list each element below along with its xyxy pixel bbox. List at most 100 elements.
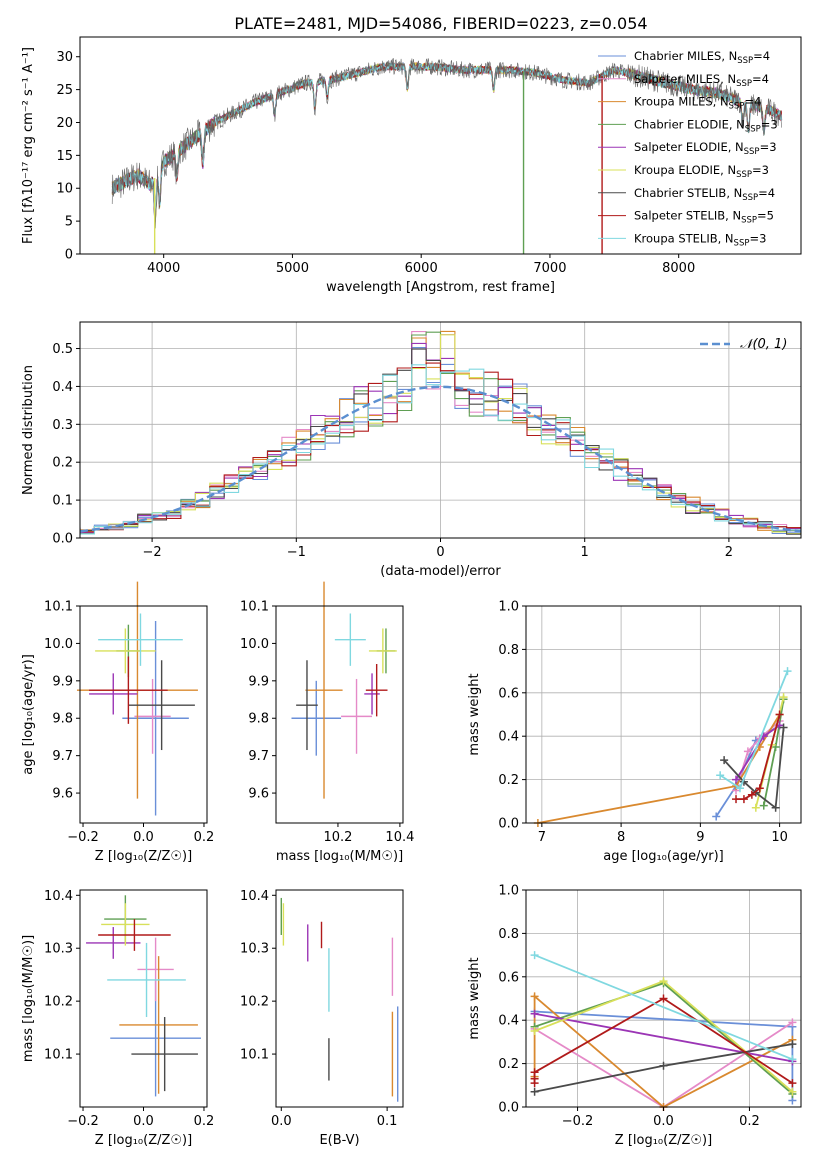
mass-weight-line <box>534 954 793 1061</box>
mass-weight-marker <box>759 801 768 810</box>
legend-label-subscript: SSP <box>737 56 753 66</box>
y-tick-label: 0 <box>65 248 73 263</box>
y-axis-label: Flux [fλ10⁻¹⁷ erg cm⁻² s⁻¹ A⁻¹] <box>21 47 36 244</box>
legend-label-count: =4 <box>753 49 770 63</box>
y-tick-label: 9.6 <box>52 787 73 802</box>
mass-weight-marker <box>788 1040 797 1049</box>
x-axis-label: Z [log₁₀(Z/Z☉)] <box>95 1133 192 1148</box>
legend-label-count: =4 <box>758 186 775 200</box>
legend-label-subscript: SSP <box>734 238 750 248</box>
y-tick-label: 9.7 <box>248 749 269 764</box>
y-tick-label: 0.8 <box>498 927 519 942</box>
legend-label: Kroupa MILES, NSSP=4 <box>634 95 761 112</box>
mass-weight-line <box>534 1012 793 1063</box>
y-tick-label: 0.2 <box>498 773 519 788</box>
y-tick-label: 10.4 <box>44 889 73 904</box>
y-tick-label: 9.6 <box>248 787 269 802</box>
legend-label: Salpeter ELODIE, NSSP=3 <box>634 140 777 157</box>
y-tick-label: 10.0 <box>240 637 269 652</box>
mass-weight-marker <box>530 951 539 960</box>
age-vs-Z-panel: −0.2 0.0 0.2 9.6 9.7 9.8 9.9 10.0 10.1 Z [log₁₀(Z… <box>21 581 214 864</box>
y-tick-label: 0.4 <box>52 380 73 395</box>
y-axis-label: Normed distribution <box>21 365 36 495</box>
mass-weight-marker <box>530 1027 539 1036</box>
mass-weight-marker <box>732 775 741 784</box>
y-tick-label: 0.3 <box>52 418 73 433</box>
mass-weight-marker <box>783 667 792 676</box>
weight-vs-age-panel: 7 8 9 10 0.0 0.2 0.4 0.6 0.8 1.0 age [log₁₀(age/yr… <box>467 600 802 864</box>
y-tick-label: 0.0 <box>52 532 73 547</box>
y-tick-label: 0.6 <box>498 970 519 985</box>
legend-label-name: Chabrier STELIB, N <box>634 186 742 200</box>
y-tick-label: 10.2 <box>44 995 73 1010</box>
legend-label: Kroupa STELIB, NSSP=3 <box>634 231 766 248</box>
x-axis-label: Z [log₁₀(Z/Z☉)] <box>615 1133 712 1148</box>
legend-label-count: =3 <box>749 231 766 245</box>
x-tick-label: −2 <box>143 545 162 560</box>
y-tick-label: 20 <box>56 116 73 131</box>
y-tick-label: 9.9 <box>248 674 269 689</box>
mass-weight-marker <box>779 693 788 702</box>
x-tick-label: 10 <box>771 830 788 845</box>
y-axis-label: mass [log₁₀(M/M☉)] <box>21 935 36 1062</box>
mass-weight-marker <box>747 790 756 799</box>
x-axis-label: (data-model)/error <box>380 564 501 579</box>
x-axis-label: mass [log₁₀(M/M☉)] <box>276 849 403 864</box>
legend-label-subscript: SSP <box>736 79 752 89</box>
x-tick-label: 0.0 <box>653 1114 674 1129</box>
x-tick-label: −0.2 <box>67 830 99 845</box>
y-tick-label: 15 <box>56 149 73 164</box>
residual-histogram-step <box>80 364 801 535</box>
mass-weight-marker <box>751 803 760 812</box>
axes-frame <box>525 605 802 824</box>
x-tick-label: 6000 <box>405 261 438 276</box>
mass-weight-marker <box>735 784 744 793</box>
mass-weight-marker <box>659 994 668 1003</box>
y-tick-label: 0.8 <box>498 643 519 658</box>
legend-label-name: Salpeter MILES, N <box>634 72 736 86</box>
x-tick-label: 0.1 <box>377 1114 398 1129</box>
mass-vs-Z-panel: −0.2 0.0 0.2 10.1 10.2 10.3 10.4 Z [log₁₀(Z/Z☉)… <box>21 889 214 1148</box>
y-tick-label: 1.0 <box>498 884 519 899</box>
mass-weight-marker <box>659 1061 668 1070</box>
y-tick-label: 10.4 <box>240 889 269 904</box>
x-tick-label: 10.2 <box>323 830 352 845</box>
axes-frame <box>275 605 404 824</box>
legend-label-subscript: SSP <box>745 124 761 134</box>
mass-weight-marker <box>712 812 721 821</box>
legend-label: Chabrier MILES, NSSP=4 <box>634 49 770 66</box>
x-tick-label: 0.2 <box>739 1114 760 1129</box>
x-tick-label: 5000 <box>276 261 309 276</box>
legend-label-subscript: SSP <box>741 216 757 226</box>
y-axis-label: mass weight <box>467 957 482 1039</box>
plots: 4000 5000 6000 7000 8000051015202530waveleng… <box>21 36 802 1148</box>
legend-label: Chabrier STELIB, NSSP=4 <box>634 186 775 203</box>
y-tick-label: 5 <box>65 215 73 230</box>
y-tick-label: 10.3 <box>44 942 73 957</box>
mass-vs-ebv-panel: 0.0 0.1 10.1 10.2 10.3 10.4 E(B-V) <box>240 889 404 1148</box>
x-tick-label: 7 <box>538 830 546 845</box>
legend-label-subscript: SSP <box>729 102 745 112</box>
x-tick-label: 8000 <box>662 261 695 276</box>
legend-label-name: Chabrier ELODIE, N <box>634 117 745 131</box>
y-tick-label: 10.1 <box>44 600 73 615</box>
figure-title: PLATE=2481, MJD=54086, FIBERID=0223, z=0… <box>234 14 647 33</box>
x-tick-label: 0.0 <box>133 830 154 845</box>
x-tick-label: 7000 <box>533 261 566 276</box>
axes-frame <box>79 36 802 255</box>
legend-label-count: =4 <box>744 95 761 109</box>
y-tick-label: 9.9 <box>52 674 73 689</box>
y-tick-label: 10.2 <box>240 995 269 1010</box>
y-tick-label: 10.1 <box>240 600 269 615</box>
y-tick-label: 1.0 <box>498 600 519 615</box>
legend-label: Chabrier ELODIE, NSSP=3 <box>634 117 778 134</box>
mass-weight-marker <box>743 747 752 756</box>
y-tick-label: 10.1 <box>44 1048 73 1063</box>
legend-label-count: =3 <box>760 140 777 154</box>
mass-weight-marker <box>530 1068 539 1077</box>
mass-weight-marker <box>659 977 668 986</box>
legend-label-count: =3 <box>752 163 769 177</box>
legend-label: 𝒩(0, 1) <box>740 337 787 352</box>
legend-label-count: =5 <box>757 209 774 223</box>
